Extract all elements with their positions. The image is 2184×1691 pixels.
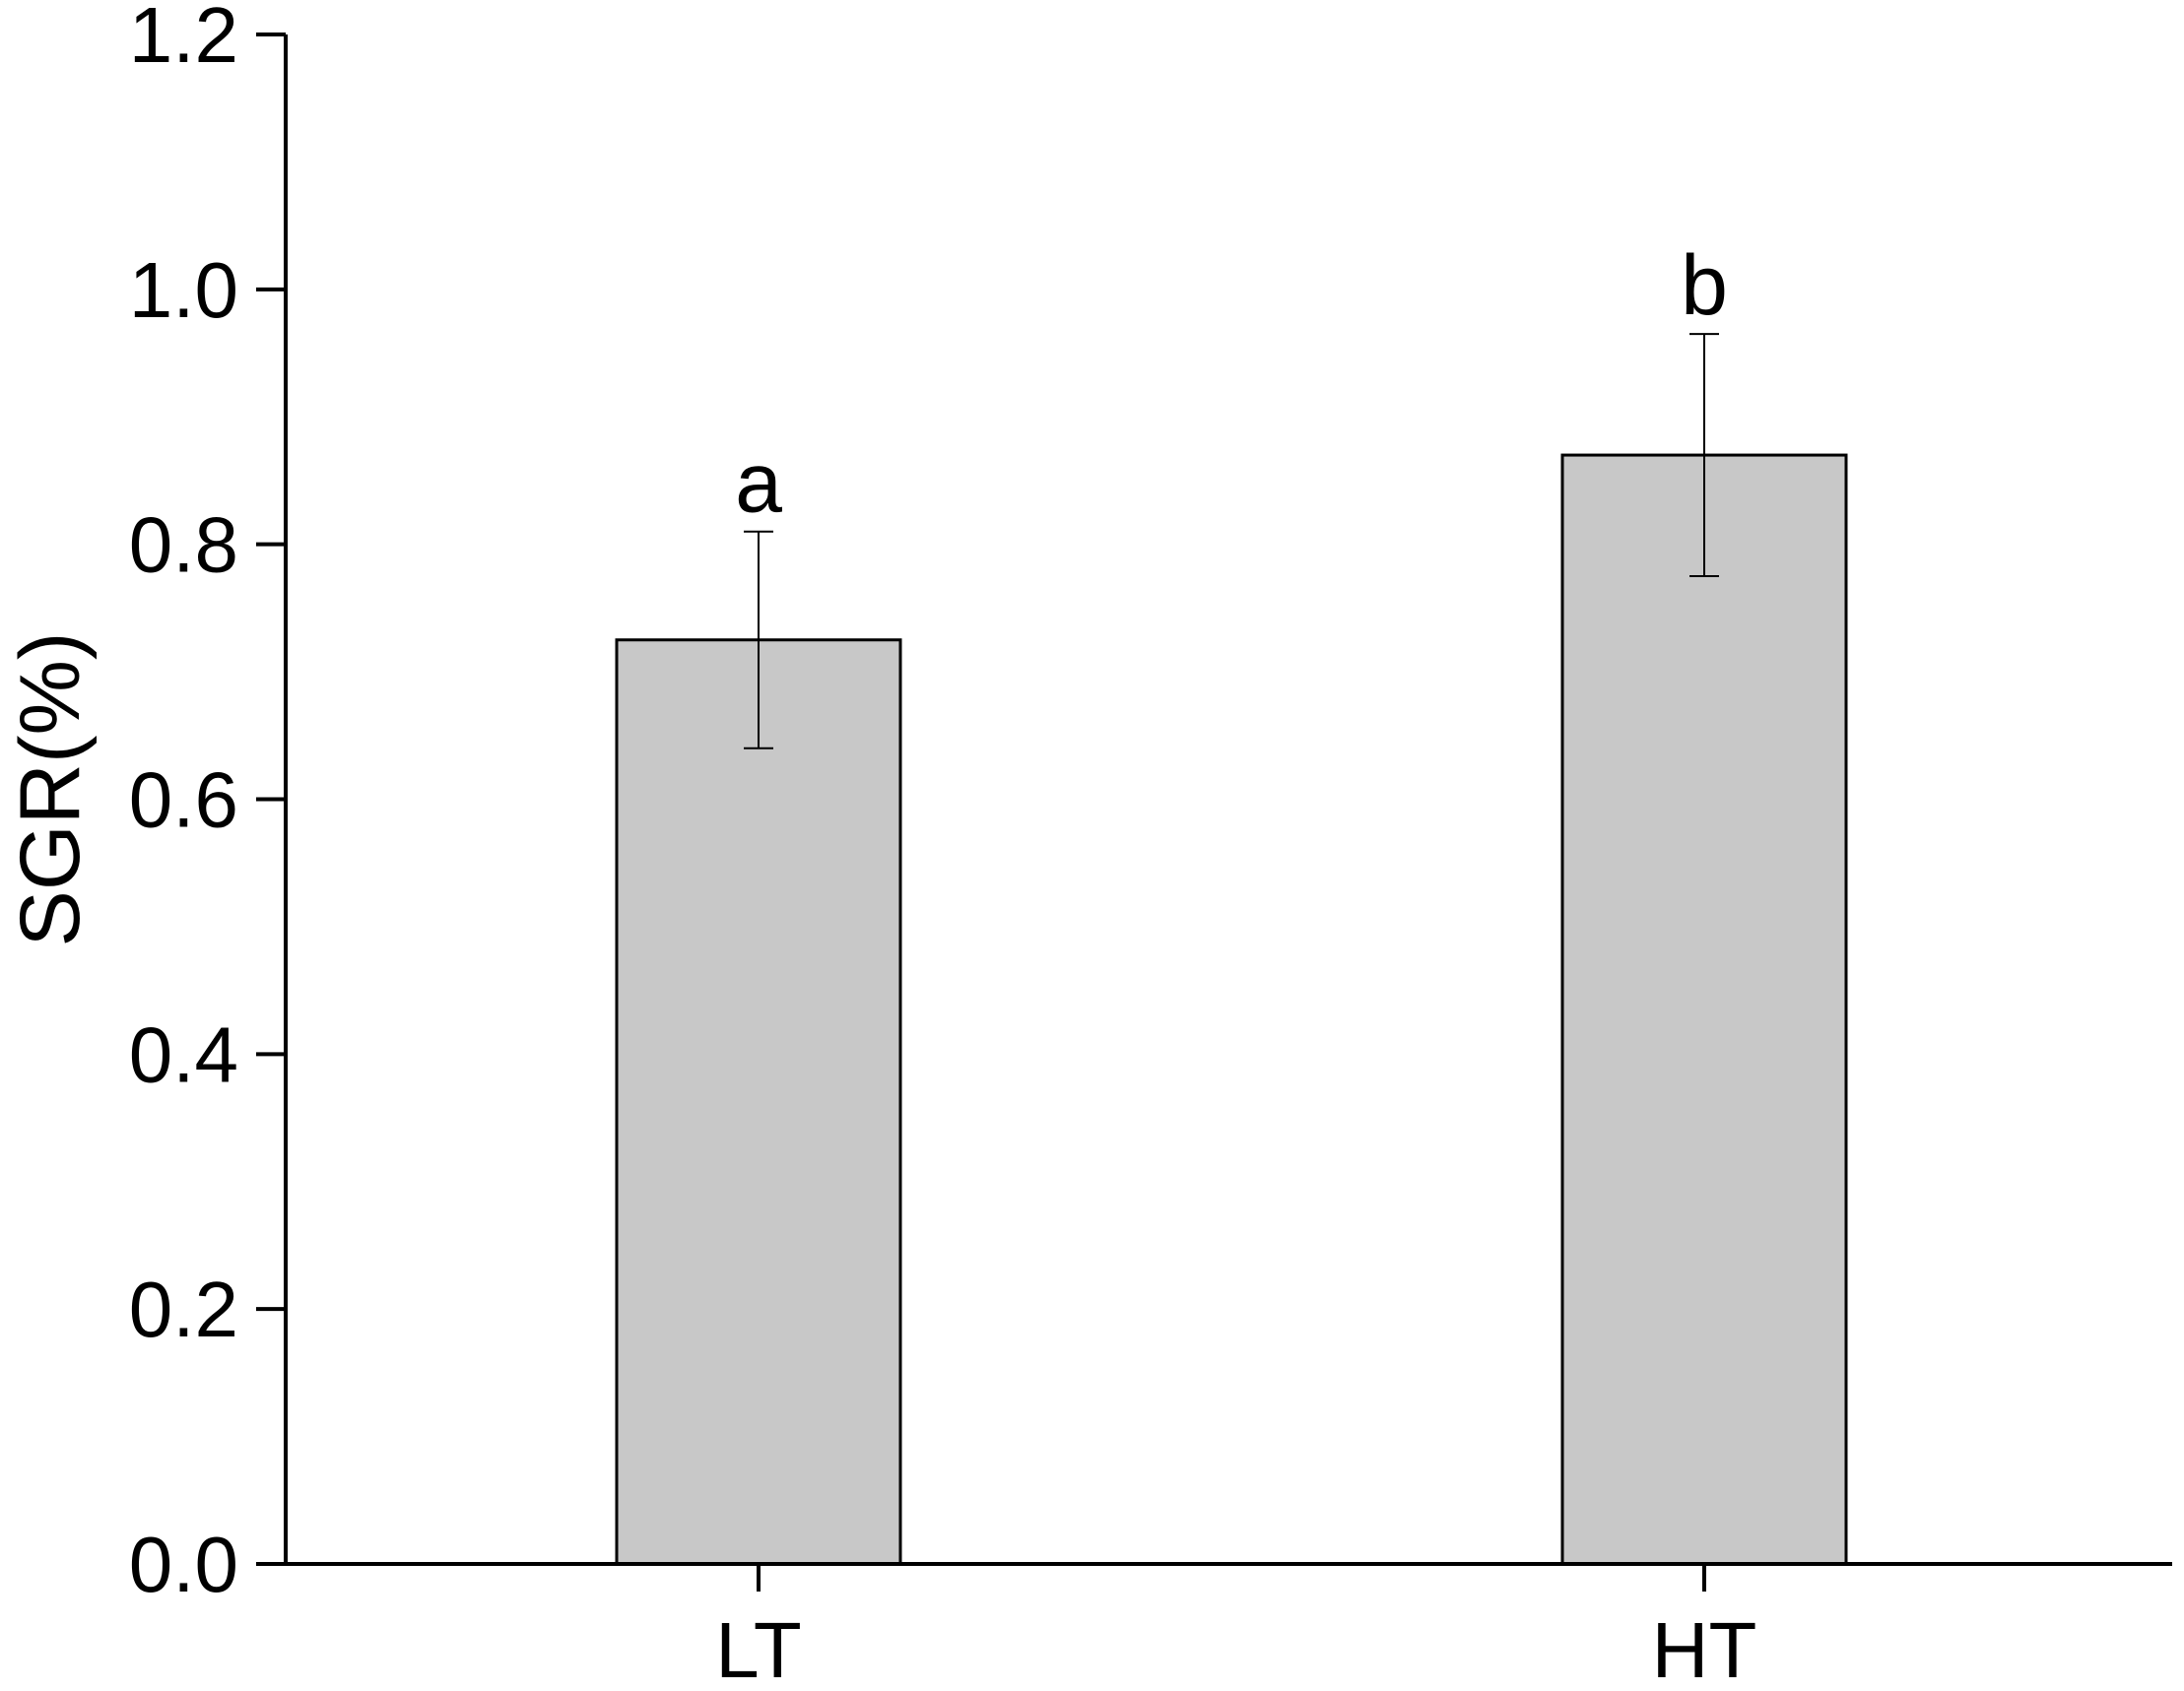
y-tick-label: 0.6 xyxy=(129,756,238,844)
bars xyxy=(615,453,1848,1566)
y-tick-label: 0.4 xyxy=(129,1010,238,1098)
y-axis-ticks: 0.0 0.2 0.4 0.6 0.8 1.0 1.2 xyxy=(129,0,286,1608)
significance-label: a xyxy=(735,436,782,531)
x-axis-ticks: LT HT xyxy=(715,1564,1756,1691)
significance-label: b xyxy=(1681,238,1728,333)
significance-labels: ab xyxy=(735,238,1728,531)
y-tick-label: 0.0 xyxy=(129,1521,238,1608)
y-tick-label: 0.2 xyxy=(129,1266,238,1353)
y-tick-label: 1.2 xyxy=(129,0,238,79)
x-tick-label: LT xyxy=(715,1606,801,1691)
y-axis-title: SGR(%) xyxy=(3,631,98,946)
error-bars xyxy=(744,333,1719,749)
bar-lt xyxy=(615,638,902,1566)
y-tick-label: 1.0 xyxy=(129,246,238,334)
bar-ht xyxy=(1560,453,1848,1566)
x-tick-label: HT xyxy=(1652,1606,1757,1691)
y-tick-label: 0.8 xyxy=(129,501,238,589)
